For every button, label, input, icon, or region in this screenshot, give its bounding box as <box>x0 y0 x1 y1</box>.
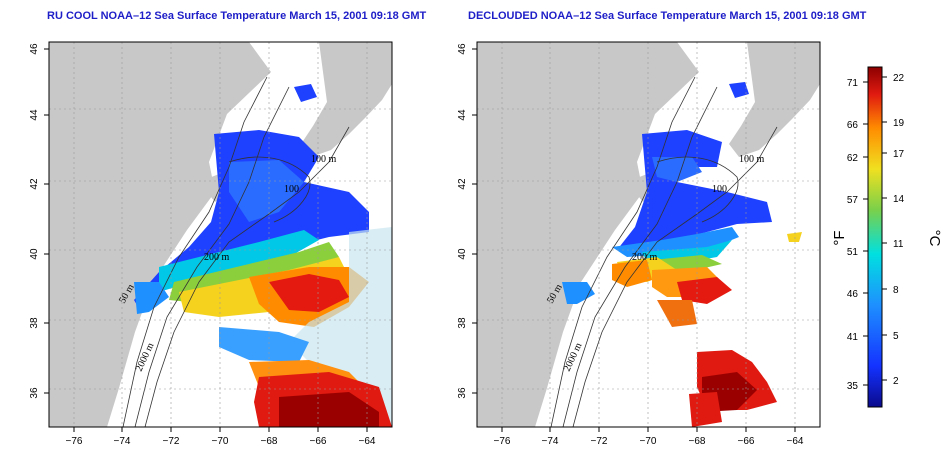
c-tick-2: 2 <box>893 376 899 387</box>
right-lon-tick-68: −68 <box>689 436 706 447</box>
left-lon-tick-66: −66 <box>310 436 327 447</box>
left-lon-tick-72: −72 <box>163 436 180 447</box>
celsius-unit-label: °C <box>926 230 943 247</box>
colorbar-fahrenheit-scale: 71 66 62 57 51 46 41 35 °F <box>831 78 868 392</box>
c-tick-11: 11 <box>893 239 904 250</box>
contour-label-100: 100 <box>712 184 727 195</box>
left-lon-tick-76: −76 <box>66 436 83 447</box>
contour-label-100m: 100 m <box>311 154 337 165</box>
f-tick-71: 71 <box>847 78 859 89</box>
right-lat-tick-46: 46 <box>457 43 468 55</box>
f-tick-51: 51 <box>847 247 859 258</box>
f-tick-41: 41 <box>847 332 859 343</box>
c-tick-17: 17 <box>893 149 905 160</box>
right-lon-tick-74: −74 <box>542 436 559 447</box>
contour-label-100m: 100 m <box>739 154 765 165</box>
left-lat-tick-44: 44 <box>29 109 40 121</box>
left-map-sst-field <box>134 84 392 427</box>
left-lon-tick-74: −74 <box>114 436 131 447</box>
contour-label-100: 100 <box>284 184 299 195</box>
right-lon-tick-66: −66 <box>738 436 755 447</box>
right-lon-tick-72: −72 <box>591 436 608 447</box>
f-tick-35: 35 <box>847 381 859 392</box>
right-map-sst-field <box>562 82 802 427</box>
f-tick-57: 57 <box>847 195 859 206</box>
colorbar-gradient <box>867 66 883 408</box>
left-map: 100 m 100 200 m 50 m 2000 m 46 44 42 40 … <box>29 41 393 447</box>
right-map: 100 m 100 200 m 50 m 2000 m 46 44 42 40 … <box>457 41 821 447</box>
c-tick-8: 8 <box>893 285 899 296</box>
left-lat-tick-40: 40 <box>29 248 40 260</box>
f-tick-46: 46 <box>847 289 859 300</box>
right-lat-tick-42: 42 <box>457 178 468 190</box>
right-lat-tick-40: 40 <box>457 248 468 260</box>
right-lon-tick-64: −64 <box>787 436 804 447</box>
colorbar: 71 66 62 57 51 46 41 35 °F 22 19 17 14 1… <box>831 66 943 408</box>
left-lon-tick-64: −64 <box>359 436 376 447</box>
right-map-lon-axis: −76 −74 −72 −70 −68 −66 −64 <box>494 427 804 447</box>
c-tick-5: 5 <box>893 331 899 342</box>
right-lon-tick-76: −76 <box>494 436 511 447</box>
f-tick-66: 66 <box>847 120 859 131</box>
c-tick-19: 19 <box>893 118 905 129</box>
left-lon-tick-70: −70 <box>212 436 229 447</box>
left-lat-tick-36: 36 <box>29 387 40 399</box>
left-map-lat-axis: 46 44 42 40 38 36 <box>29 43 49 399</box>
right-lat-tick-44: 44 <box>457 109 468 121</box>
contour-label-200m: 200 m <box>204 252 230 263</box>
c-tick-14: 14 <box>893 194 905 205</box>
c-tick-22: 22 <box>893 73 905 84</box>
colorbar-celsius-scale: 22 19 17 14 11 8 5 2 °C <box>882 73 943 387</box>
left-lon-tick-68: −68 <box>261 436 278 447</box>
contour-label-200m: 200 m <box>632 252 658 263</box>
f-tick-62: 62 <box>847 153 859 164</box>
fahrenheit-unit-label: °F <box>831 230 848 245</box>
left-lat-tick-46: 46 <box>29 43 40 55</box>
right-lat-tick-36: 36 <box>457 387 468 399</box>
right-map-title: DECLOUDED NOAA–12 Sea Surface Temperatur… <box>468 10 867 22</box>
left-map-title: RU COOL NOAA–12 Sea Surface Temperature … <box>47 10 427 22</box>
right-lon-tick-70: −70 <box>640 436 657 447</box>
right-map-lat-axis: 46 44 42 40 38 36 <box>457 43 477 399</box>
right-lat-tick-38: 38 <box>457 317 468 329</box>
left-lat-tick-38: 38 <box>29 317 40 329</box>
left-lat-tick-42: 42 <box>29 178 40 190</box>
left-map-lon-axis: −76 −74 −72 −70 −68 −66 −64 <box>66 427 376 447</box>
